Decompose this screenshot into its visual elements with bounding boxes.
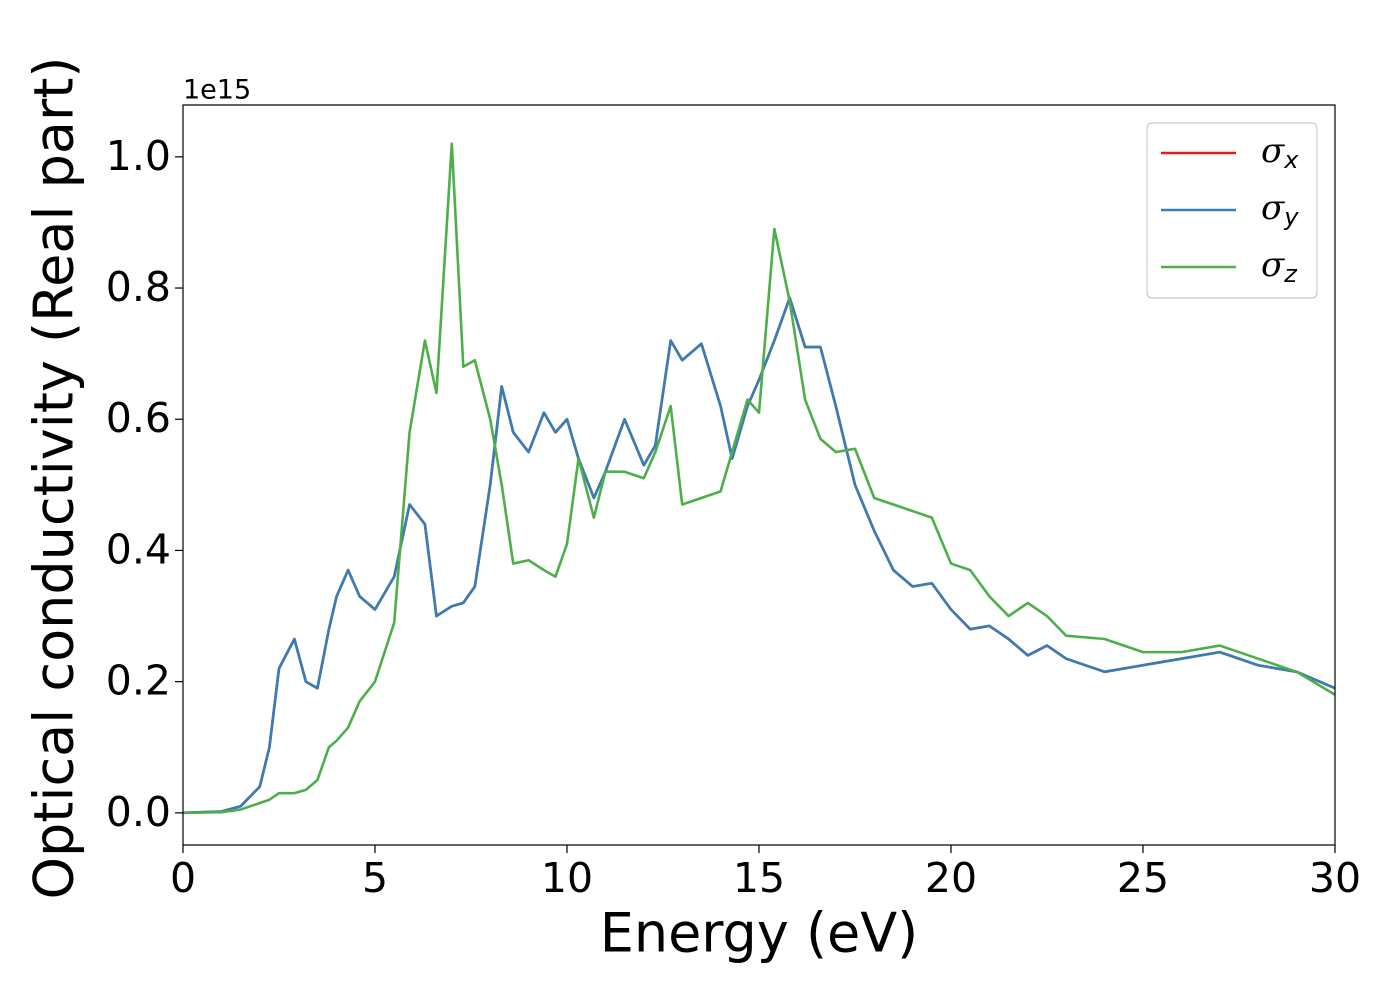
y-tick-label: 0.0 bbox=[106, 788, 171, 836]
y-tick-label: 0.8 bbox=[106, 263, 171, 311]
x-tick-label: 0 bbox=[170, 854, 196, 902]
y-tick-label: 0.2 bbox=[106, 657, 171, 705]
y-axis-label: Optical conductivity (Real part) bbox=[23, 57, 86, 900]
x-tick-label: 5 bbox=[362, 854, 388, 902]
line-series bbox=[183, 142, 1335, 815]
line-series bbox=[183, 296, 1335, 815]
x-tick-label: 20 bbox=[925, 854, 977, 902]
legend-label: σx bbox=[1261, 131, 1299, 174]
x-tick-label: 10 bbox=[541, 854, 593, 902]
x-tick-label: 30 bbox=[1309, 854, 1361, 902]
plot-frame bbox=[182, 104, 1336, 846]
y-tick-label: 0.4 bbox=[106, 525, 171, 573]
y-offset-label: 1e15 bbox=[183, 75, 251, 106]
x-tick-label: 25 bbox=[1117, 854, 1169, 902]
legend-label: σy bbox=[1261, 188, 1299, 231]
y-tick-label: 0.6 bbox=[106, 394, 171, 442]
y-tick-label: 1.0 bbox=[106, 132, 171, 180]
x-tick-label: 15 bbox=[733, 854, 785, 902]
x-axis-label: Energy (eV) bbox=[600, 902, 919, 965]
legend-label: σz bbox=[1261, 245, 1298, 288]
